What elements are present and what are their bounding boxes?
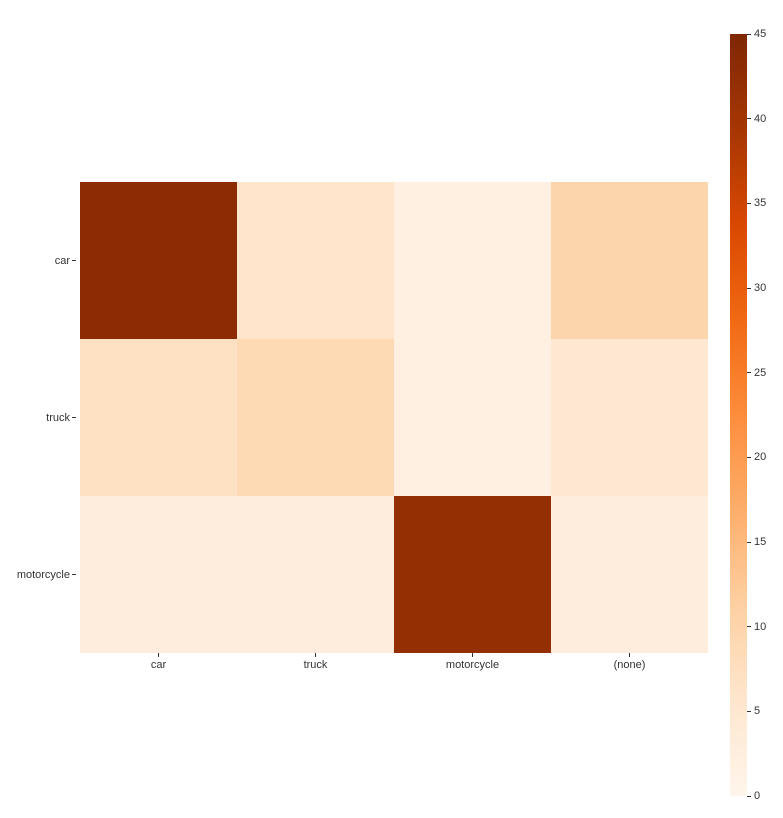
y-tick: car [0,253,76,269]
x-tick: truck [266,653,366,671]
heatmap-cell [394,339,551,496]
tick-mark [747,34,751,35]
heatmap [80,182,708,653]
heatmap-cell [237,496,394,653]
colorbar-tick-label: 40 [754,113,766,125]
colorbar-tick-label: 45 [754,28,766,40]
tick-mark [747,796,751,797]
colorbar-tick: 40 [747,112,766,126]
tick-mark [72,260,76,261]
tick-mark [747,542,751,543]
colorbar-tick-label: 5 [754,705,760,717]
heatmap-cell [237,339,394,496]
x-tick-label: car [151,659,166,671]
x-tick: motorcycle [423,653,523,671]
heatmap-cell [394,182,551,339]
colorbar-tick-label: 0 [754,790,760,802]
colorbar-tick: 25 [747,366,766,380]
heatmap-cell [551,339,708,496]
tick-mark [472,653,473,657]
colorbar-tick: 0 [747,789,760,803]
tick-mark [72,417,76,418]
colorbar-tick: 15 [747,535,766,549]
y-tick: truck [0,410,76,426]
heatmap-row [80,496,708,653]
y-tick-label: truck [46,412,70,424]
colorbar-tick-label: 10 [754,621,766,633]
x-tick: (none) [580,653,680,671]
tick-mark [629,653,630,657]
colorbar-tick: 20 [747,450,766,464]
heatmap-cell [551,182,708,339]
colorbar-tick: 45 [747,27,766,41]
colorbar-tick: 35 [747,196,766,210]
tick-mark [315,653,316,657]
colorbar-tick: 10 [747,620,766,634]
tick-mark [747,118,751,119]
tick-mark [747,626,751,627]
tick-mark [747,288,751,289]
y-tick-label: car [55,255,70,267]
x-tick: car [109,653,209,671]
colorbar-tick-label: 35 [754,197,766,209]
x-tick-label: truck [304,659,328,671]
tick-mark [747,457,751,458]
tick-mark [747,203,751,204]
colorbar-tick-label: 15 [754,536,766,548]
tick-mark [72,574,76,575]
heatmap-cell [237,182,394,339]
colorbar-tick-label: 30 [754,282,766,294]
heatmap-cell [80,339,237,496]
heatmap-cell [80,182,237,339]
colorbar: 051015202530354045 [730,34,747,796]
heatmap-row [80,339,708,496]
y-tick-label: motorcycle [17,569,70,581]
y-tick: motorcycle [0,567,76,583]
tick-mark [747,711,751,712]
colorbar-tick-label: 20 [754,451,766,463]
heatmap-cell [80,496,237,653]
tick-mark [747,372,751,373]
tick-mark [158,653,159,657]
x-tick-label: motorcycle [446,659,499,671]
heatmap-cell [551,496,708,653]
heatmap-row [80,182,708,339]
x-tick-label: (none) [614,659,646,671]
colorbar-tick: 30 [747,281,766,295]
colorbar-tick-label: 25 [754,367,766,379]
colorbar-tick: 5 [747,704,760,718]
heatmap-cell [394,496,551,653]
